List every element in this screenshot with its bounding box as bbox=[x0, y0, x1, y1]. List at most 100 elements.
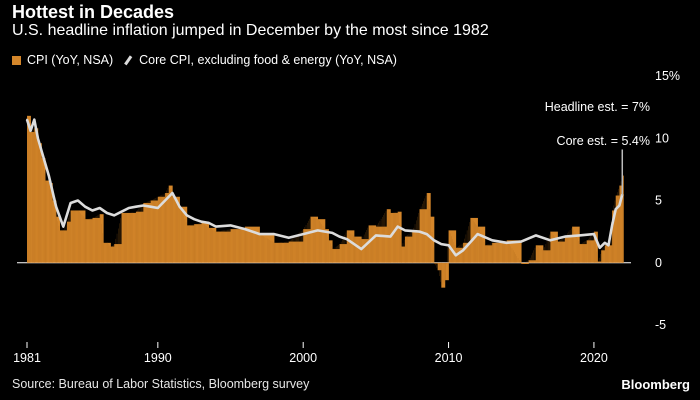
core-cpi-point bbox=[244, 228, 246, 231]
core-cpi-point bbox=[26, 118, 28, 121]
cpi-bar bbox=[390, 212, 398, 263]
cpi-bar bbox=[70, 210, 79, 263]
cpi-bar bbox=[444, 262, 449, 281]
cpi-bar bbox=[434, 262, 438, 264]
cpi-bar bbox=[157, 196, 166, 263]
cpi-bar bbox=[114, 244, 122, 263]
cpi-bar bbox=[604, 245, 609, 263]
cpi-bar bbox=[506, 240, 522, 263]
core-cpi-point bbox=[338, 235, 341, 238]
cpi-bar bbox=[136, 211, 144, 263]
cpi-bar bbox=[63, 230, 68, 263]
core-cpi-point bbox=[505, 241, 508, 244]
core-cpi-point bbox=[396, 225, 399, 228]
cpi-bar bbox=[332, 249, 340, 263]
core-cpi-point bbox=[273, 233, 276, 236]
core-cpi-point bbox=[425, 233, 428, 236]
core-cpi-point bbox=[113, 214, 116, 217]
x-tick-label: 1981 bbox=[13, 351, 41, 365]
cpi-bar bbox=[437, 262, 442, 271]
core-cpi-point bbox=[55, 205, 57, 208]
cpi-bar bbox=[401, 246, 406, 263]
source-note: Source: Bureau of Labor Statistics, Bloo… bbox=[12, 377, 310, 391]
cpi-bar bbox=[48, 183, 53, 263]
core-cpi-point bbox=[462, 249, 464, 252]
core-cpi-point bbox=[98, 207, 101, 209]
core-cpi-point bbox=[207, 222, 210, 224]
core-cpi-point bbox=[47, 174, 50, 177]
cpi-bar bbox=[375, 226, 388, 263]
legend: CPI (YoY, NSA) Core CPI, excluding food … bbox=[12, 53, 407, 67]
cpi-bar bbox=[179, 206, 188, 263]
cpi-bar bbox=[99, 214, 104, 263]
y-tick-label: 10 bbox=[655, 131, 669, 145]
core-cpi-point bbox=[76, 199, 79, 202]
cpi-bar bbox=[339, 244, 348, 263]
cpi-bar bbox=[470, 217, 478, 263]
legend-label-cpi: CPI (YoY, NSA) bbox=[27, 53, 114, 67]
x-tick-label: 2020 bbox=[580, 351, 608, 365]
core-cpi-point bbox=[345, 238, 348, 240]
y-tick-label: 15% bbox=[655, 69, 680, 83]
cpi-bar bbox=[85, 219, 93, 263]
annotation-label: Headline est. = 7% bbox=[545, 100, 650, 114]
cpi-bar bbox=[201, 222, 210, 263]
core-cpi-point bbox=[563, 235, 566, 238]
cpi-bar bbox=[615, 195, 620, 263]
core-cpi-point bbox=[404, 229, 406, 232]
core-cpi-point bbox=[353, 243, 355, 245]
cpi-bar bbox=[397, 211, 402, 263]
core-cpi-point bbox=[164, 199, 166, 202]
cpi-bar bbox=[484, 245, 493, 263]
core-cpi-point bbox=[611, 224, 613, 227]
chart-title: Hottest in Decades bbox=[12, 2, 175, 22]
core-cpi-point bbox=[440, 243, 443, 245]
cpi-bar bbox=[165, 193, 170, 263]
core-cpi-point bbox=[607, 244, 610, 247]
cpi-bar bbox=[27, 115, 31, 263]
cpi-bar bbox=[346, 230, 355, 263]
cpi-bar bbox=[455, 247, 464, 263]
core-cpi-point bbox=[29, 129, 32, 132]
cpi-bar bbox=[30, 132, 35, 263]
core-cpi-point bbox=[593, 233, 595, 236]
cpi-bar bbox=[103, 242, 108, 263]
chart-subtitle: U.S. headline inflation jumped in Decemb… bbox=[12, 22, 489, 39]
cpi-bar bbox=[41, 158, 46, 263]
cpi-bar bbox=[303, 229, 311, 263]
cpi-bar bbox=[45, 180, 50, 263]
x-tick-label: 2000 bbox=[289, 351, 317, 365]
core-cpi-point bbox=[331, 231, 334, 234]
core-cpi-point bbox=[316, 229, 319, 232]
cpi-bar bbox=[143, 202, 151, 263]
cpi-bar bbox=[572, 226, 580, 263]
cpi-bar bbox=[325, 229, 329, 263]
cpi-bar bbox=[121, 212, 130, 263]
legend-item-core: Core CPI, excluding food & energy (YoY, … bbox=[123, 53, 397, 67]
core-cpi-point bbox=[200, 220, 203, 223]
cpi-bar bbox=[361, 239, 369, 263]
core-cpi-point bbox=[614, 208, 617, 211]
core-cpi-point bbox=[258, 233, 261, 236]
core-cpi-point bbox=[578, 234, 581, 237]
core-cpi-point bbox=[178, 205, 181, 208]
cpi-bar bbox=[601, 250, 606, 263]
core-cpi-point bbox=[598, 246, 601, 249]
core-cpi-point bbox=[91, 209, 94, 212]
core-cpi-point bbox=[135, 205, 137, 208]
brand-logo: Bloomberg bbox=[621, 377, 690, 392]
cpi-bar bbox=[56, 216, 61, 263]
x-tick-label: 1990 bbox=[144, 351, 172, 365]
core-cpi-point bbox=[142, 204, 145, 207]
cpi-bar bbox=[463, 242, 471, 263]
core-cpi-point bbox=[454, 254, 457, 257]
core-cpi-point bbox=[418, 230, 421, 233]
core-cpi-point bbox=[229, 224, 232, 227]
core-cpi-point bbox=[156, 207, 159, 209]
cpi-bar bbox=[564, 236, 573, 263]
y-tick-label: 0 bbox=[655, 256, 662, 270]
cpi-bar bbox=[622, 175, 624, 263]
cpi-bar bbox=[317, 219, 326, 263]
cpi-bar bbox=[34, 128, 39, 263]
